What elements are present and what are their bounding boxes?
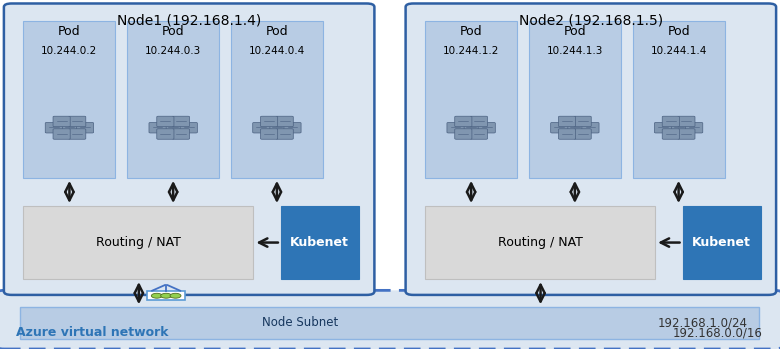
FancyBboxPatch shape <box>582 122 599 133</box>
FancyBboxPatch shape <box>558 129 576 139</box>
FancyBboxPatch shape <box>678 129 695 139</box>
FancyBboxPatch shape <box>253 122 270 133</box>
Text: Azure virtual network: Azure virtual network <box>16 326 168 339</box>
FancyBboxPatch shape <box>455 129 472 139</box>
FancyBboxPatch shape <box>455 116 472 127</box>
Text: Pod: Pod <box>58 25 81 38</box>
Bar <box>20 307 759 339</box>
FancyBboxPatch shape <box>268 122 285 133</box>
Text: Node2 (192.168.1.5): Node2 (192.168.1.5) <box>519 13 663 27</box>
FancyBboxPatch shape <box>172 129 190 139</box>
Bar <box>281 206 359 279</box>
FancyBboxPatch shape <box>76 122 94 133</box>
FancyBboxPatch shape <box>662 116 679 127</box>
FancyBboxPatch shape <box>662 129 679 139</box>
Text: Node Subnet: Node Subnet <box>262 316 339 329</box>
FancyBboxPatch shape <box>149 122 166 133</box>
FancyBboxPatch shape <box>558 116 576 127</box>
Text: 192.168.0.0/16: 192.168.0.0/16 <box>673 326 763 339</box>
Bar <box>425 21 517 178</box>
Text: Kubenet: Kubenet <box>290 236 349 249</box>
Bar <box>231 21 323 178</box>
Bar <box>425 206 655 279</box>
Bar <box>633 21 725 178</box>
FancyBboxPatch shape <box>53 129 70 139</box>
FancyBboxPatch shape <box>406 3 776 295</box>
Text: Routing / NAT: Routing / NAT <box>96 236 181 249</box>
Bar <box>23 206 254 279</box>
FancyBboxPatch shape <box>165 122 182 133</box>
FancyBboxPatch shape <box>686 122 703 133</box>
FancyBboxPatch shape <box>566 122 583 133</box>
FancyBboxPatch shape <box>574 116 591 127</box>
Bar <box>127 21 219 178</box>
Text: Pod: Pod <box>459 25 483 38</box>
Text: 10.244.0.3: 10.244.0.3 <box>145 46 201 56</box>
FancyBboxPatch shape <box>69 116 86 127</box>
FancyBboxPatch shape <box>654 122 672 133</box>
FancyBboxPatch shape <box>447 122 464 133</box>
FancyBboxPatch shape <box>678 116 695 127</box>
Text: Kubenet: Kubenet <box>692 236 751 249</box>
Text: Pod: Pod <box>667 25 690 38</box>
Text: Pod: Pod <box>563 25 587 38</box>
Circle shape <box>151 293 162 298</box>
Text: Node1 (192.168.1.4): Node1 (192.168.1.4) <box>117 13 261 27</box>
Bar <box>529 21 621 178</box>
FancyBboxPatch shape <box>670 122 687 133</box>
FancyBboxPatch shape <box>0 290 780 349</box>
FancyBboxPatch shape <box>61 122 78 133</box>
FancyBboxPatch shape <box>4 3 374 295</box>
FancyBboxPatch shape <box>463 122 480 133</box>
Text: Pod: Pod <box>265 25 289 38</box>
FancyBboxPatch shape <box>478 122 495 133</box>
FancyBboxPatch shape <box>69 129 86 139</box>
FancyBboxPatch shape <box>157 129 174 139</box>
Text: Routing / NAT: Routing / NAT <box>498 236 583 249</box>
Text: 10.244.0.2: 10.244.0.2 <box>41 46 98 56</box>
FancyBboxPatch shape <box>284 122 301 133</box>
Text: 10.244.1.4: 10.244.1.4 <box>651 46 707 56</box>
Bar <box>23 21 115 178</box>
Text: 10.244.1.2: 10.244.1.2 <box>443 46 499 56</box>
FancyBboxPatch shape <box>470 129 488 139</box>
FancyBboxPatch shape <box>276 116 293 127</box>
Circle shape <box>161 293 172 298</box>
Text: 10.244.0.4: 10.244.0.4 <box>249 46 305 56</box>
Text: 10.244.1.3: 10.244.1.3 <box>547 46 603 56</box>
FancyBboxPatch shape <box>470 116 488 127</box>
FancyBboxPatch shape <box>551 122 568 133</box>
Text: 192.168.1.0/24: 192.168.1.0/24 <box>658 316 747 329</box>
Circle shape <box>170 293 181 298</box>
FancyBboxPatch shape <box>45 122 62 133</box>
FancyBboxPatch shape <box>172 116 190 127</box>
FancyBboxPatch shape <box>53 116 70 127</box>
FancyBboxPatch shape <box>276 129 293 139</box>
Bar <box>682 206 760 279</box>
FancyBboxPatch shape <box>157 116 174 127</box>
FancyBboxPatch shape <box>261 129 278 139</box>
FancyBboxPatch shape <box>574 129 591 139</box>
Bar <box>147 291 185 300</box>
FancyBboxPatch shape <box>261 116 278 127</box>
Text: Pod: Pod <box>161 25 185 38</box>
FancyBboxPatch shape <box>180 122 197 133</box>
